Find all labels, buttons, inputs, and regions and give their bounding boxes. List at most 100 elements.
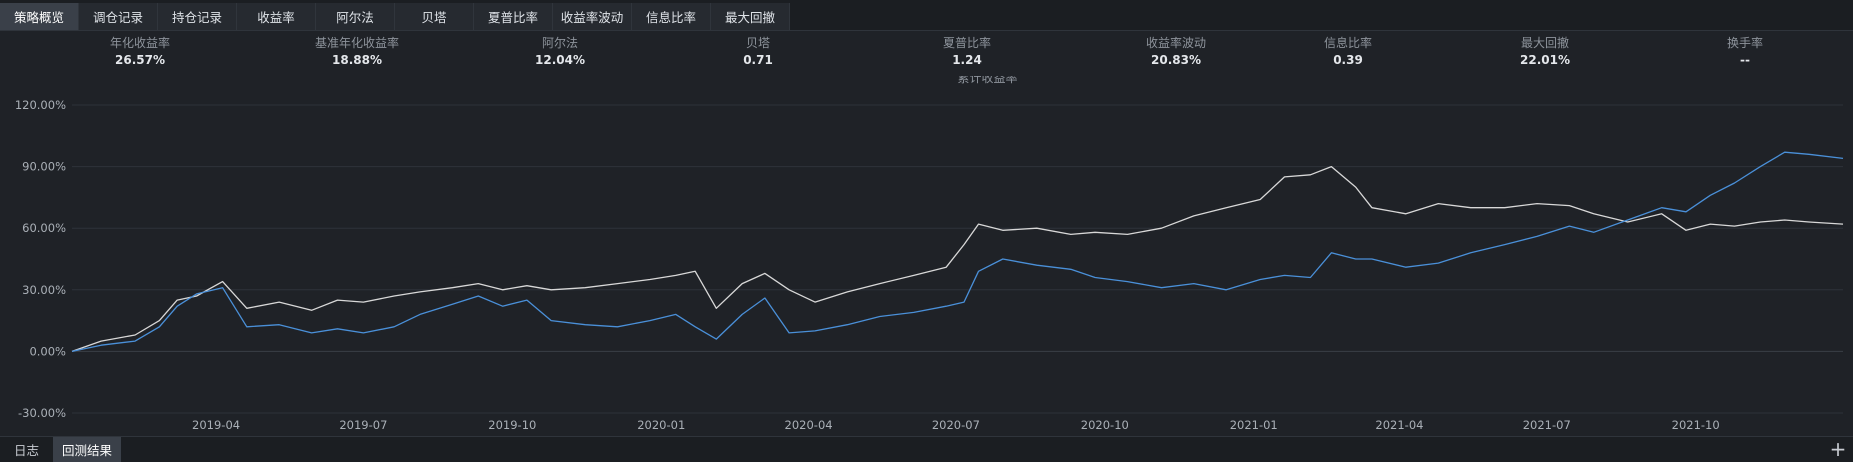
- data-point-strategy: [1193, 283, 1194, 284]
- data-point-benchmark: [1504, 207, 1505, 208]
- metric-2: 阿尔法 12.04%: [460, 35, 660, 69]
- data-point-strategy: [452, 304, 453, 305]
- data-point-benchmark: [764, 273, 765, 274]
- metric-value: 0.71: [743, 53, 773, 67]
- data-point-strategy: [649, 320, 650, 321]
- data-point-benchmark: [478, 283, 479, 284]
- x-tick-label: 2021-04: [1375, 418, 1423, 432]
- data-point-strategy: [419, 314, 420, 315]
- data-point-benchmark: [526, 285, 527, 286]
- tab-6[interactable]: 夏普比率: [474, 3, 553, 30]
- plus-icon[interactable]: +: [1829, 437, 1847, 461]
- data-point-strategy: [814, 330, 815, 331]
- metric-label: 夏普比率: [942, 36, 991, 50]
- data-point-strategy: [847, 324, 848, 325]
- data-point-strategy: [363, 332, 364, 333]
- data-point-strategy: [789, 332, 790, 333]
- data-point-strategy: [1070, 269, 1071, 270]
- y-tick-label: 30.00%: [22, 283, 66, 297]
- data-point-benchmark: [913, 275, 914, 276]
- data-point-benchmark: [246, 308, 247, 309]
- data-point-strategy: [695, 326, 696, 327]
- metric-label: 阿尔法: [541, 36, 578, 50]
- data-point-benchmark: [1070, 234, 1071, 235]
- tab-8[interactable]: 信息比率: [632, 3, 711, 30]
- data-point-benchmark: [1784, 219, 1785, 220]
- data-point-benchmark: [279, 302, 280, 303]
- data-point-strategy: [71, 351, 72, 352]
- tab-9[interactable]: 最大回撤: [711, 3, 790, 30]
- data-point-strategy: [1593, 232, 1594, 233]
- tab-4[interactable]: 阿尔法: [316, 3, 395, 30]
- data-point-benchmark: [1661, 213, 1662, 214]
- data-point-strategy: [1371, 258, 1372, 259]
- metric-label: 基准年化收益率: [314, 36, 399, 50]
- tab-5[interactable]: 贝塔: [395, 3, 474, 30]
- data-point-benchmark: [847, 291, 848, 292]
- data-point-benchmark: [159, 320, 160, 321]
- data-point-benchmark: [502, 289, 503, 290]
- data-point-benchmark: [1127, 234, 1128, 235]
- tab-0[interactable]: 策略概览: [0, 3, 79, 30]
- metric-value: --: [1740, 53, 1750, 67]
- data-point-benchmark: [1002, 230, 1003, 231]
- y-tick-label: 90.00%: [22, 160, 66, 174]
- data-point-strategy: [311, 332, 312, 333]
- data-point-strategy: [978, 271, 979, 272]
- data-point-strategy: [1710, 195, 1711, 196]
- data-point-benchmark: [1593, 213, 1594, 214]
- data-point-benchmark: [963, 244, 964, 245]
- data-point-benchmark: [1627, 221, 1628, 222]
- data-point-strategy: [585, 324, 586, 325]
- tab-7[interactable]: 收益率波动: [553, 3, 632, 30]
- data-point-strategy: [1002, 258, 1003, 259]
- data-point-benchmark: [1685, 230, 1686, 231]
- data-point-benchmark: [196, 295, 197, 296]
- tab-1[interactable]: 调仓记录: [79, 3, 158, 30]
- data-point-strategy: [913, 312, 914, 313]
- metric-value: 0.39: [1333, 53, 1363, 67]
- data-point-benchmark: [1226, 207, 1227, 208]
- tab-bar: 策略概览 调仓记录 持仓记录 收益率 阿尔法 贝塔 夏普比率 收益率波动 信息比率 最大回撤: [0, 0, 1853, 31]
- data-point-strategy: [135, 341, 136, 342]
- metric-8: 换手率 --: [1645, 35, 1845, 69]
- data-point-benchmark: [742, 283, 743, 284]
- data-point-benchmark: [1310, 174, 1311, 175]
- series-line-strategy: [71, 151, 1844, 353]
- x-tick-label: 2020-04: [785, 418, 833, 432]
- metric-value: 18.88%: [332, 53, 382, 67]
- bottom-tab-0[interactable]: 日志: [14, 443, 40, 458]
- data-point-strategy: [617, 326, 618, 327]
- data-point-benchmark: [1470, 207, 1471, 208]
- data-point-strategy: [879, 316, 880, 317]
- metric-value: 20.83%: [1151, 53, 1201, 67]
- data-point-strategy: [1504, 244, 1505, 245]
- data-point-benchmark: [337, 299, 338, 300]
- data-point-strategy: [551, 320, 552, 321]
- tab-3[interactable]: 收益率: [237, 3, 316, 30]
- data-point-benchmark: [419, 291, 420, 292]
- metric-value: 12.04%: [535, 53, 585, 67]
- data-point-strategy: [1569, 226, 1570, 227]
- x-tick-label: 2019-07: [339, 418, 387, 432]
- bottom-tab-1[interactable]: 回测结果: [53, 437, 122, 462]
- data-point-benchmark: [1331, 166, 1332, 167]
- metric-0: 年化收益率 26.57%: [40, 35, 240, 69]
- data-point-strategy: [246, 326, 247, 327]
- x-tick-label: 2021-10: [1672, 418, 1720, 432]
- data-point-strategy: [1284, 275, 1285, 276]
- data-point-strategy: [1438, 263, 1439, 264]
- data-point-benchmark: [551, 289, 552, 290]
- data-point-benchmark: [1536, 203, 1537, 204]
- data-point-benchmark: [695, 271, 696, 272]
- data-point-benchmark: [1260, 199, 1261, 200]
- x-tick-label: 2020-10: [1081, 418, 1129, 432]
- data-point-benchmark: [946, 267, 947, 268]
- data-point-benchmark: [814, 302, 815, 303]
- data-point-strategy: [1627, 219, 1628, 220]
- x-tick-label: 2019-04: [192, 418, 240, 432]
- data-point-benchmark: [1710, 223, 1711, 224]
- metric-value: 26.57%: [115, 53, 165, 67]
- data-point-strategy: [1405, 267, 1406, 268]
- tab-2[interactable]: 持仓记录: [158, 3, 237, 30]
